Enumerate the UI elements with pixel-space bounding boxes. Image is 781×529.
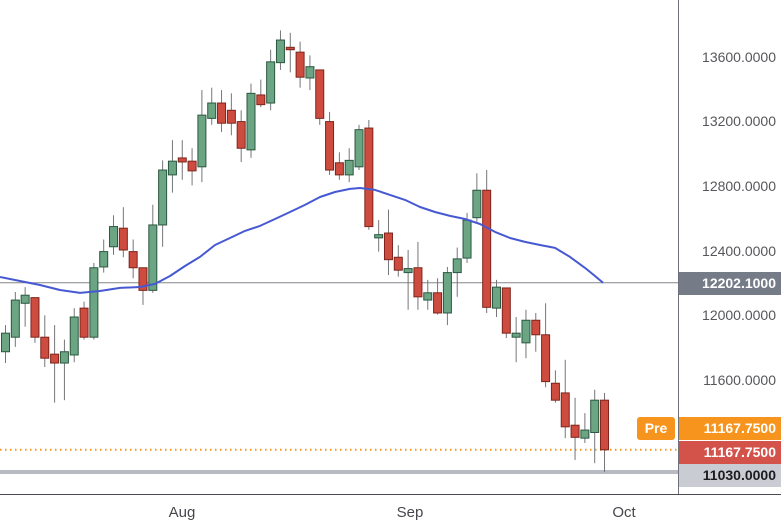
candle-down bbox=[40, 336, 50, 359]
candle-down bbox=[79, 307, 89, 338]
candle-up bbox=[158, 169, 168, 226]
candle-down bbox=[50, 353, 60, 364]
candle-down bbox=[236, 121, 246, 149]
candle-up bbox=[344, 159, 354, 176]
candle-down bbox=[315, 69, 325, 119]
candle-down bbox=[256, 94, 266, 106]
candle-down bbox=[138, 267, 148, 291]
candle-up bbox=[305, 66, 315, 79]
candle-down bbox=[501, 287, 511, 334]
candle-up bbox=[442, 272, 452, 314]
candle-up bbox=[148, 224, 158, 291]
candle-down bbox=[334, 162, 344, 176]
candle-down bbox=[531, 319, 541, 336]
price-tick-label: 12400.0000 bbox=[702, 243, 776, 259]
candle-down bbox=[285, 46, 295, 51]
candle-up bbox=[590, 399, 600, 433]
candlestick-svg bbox=[0, 30, 678, 475]
candle-up bbox=[1, 332, 10, 353]
candle-up bbox=[374, 234, 384, 239]
candle-down bbox=[177, 157, 187, 163]
pre-session-tag: Pre bbox=[637, 417, 675, 440]
candle-down bbox=[550, 382, 560, 401]
candle-up bbox=[266, 61, 276, 104]
last-price-badge: 11167.7500 bbox=[678, 440, 781, 464]
candle-down bbox=[217, 102, 227, 124]
candle-down bbox=[226, 109, 236, 124]
candle-down bbox=[295, 51, 305, 78]
candle-up bbox=[354, 129, 364, 168]
price-tick-label: 13600.0000 bbox=[702, 49, 776, 65]
axis-separator-line bbox=[678, 0, 679, 529]
chart-plot-area[interactable] bbox=[0, 0, 678, 494]
candle-down bbox=[325, 121, 335, 171]
candle-up bbox=[99, 251, 109, 268]
candle-down bbox=[482, 189, 492, 308]
candle-up bbox=[246, 92, 256, 151]
candle-down bbox=[30, 297, 40, 338]
candle-up bbox=[197, 114, 207, 168]
candle-up bbox=[492, 286, 501, 309]
candle-down bbox=[364, 127, 374, 228]
candle-down bbox=[383, 232, 393, 261]
candle-down bbox=[413, 267, 423, 298]
moving-average-line bbox=[0, 187, 604, 294]
candle-down bbox=[118, 227, 128, 251]
candle-down bbox=[560, 392, 570, 428]
price-tick-label: 12000.0000 bbox=[702, 307, 776, 323]
candle-up bbox=[59, 351, 69, 364]
candle-up bbox=[462, 219, 472, 259]
month-label-sep: Sep bbox=[396, 504, 424, 521]
price-axis[interactable]: 13600.0000 13200.0000 12800.0000 12400.0000… bbox=[678, 0, 781, 494]
candle-up bbox=[207, 102, 217, 119]
candle-down bbox=[187, 160, 197, 172]
price-tick-label: 12800.0000 bbox=[702, 178, 776, 194]
time-axis[interactable]: Aug Sep Oct bbox=[0, 494, 781, 529]
candle-down bbox=[600, 399, 610, 451]
candle-down bbox=[570, 424, 580, 438]
candle-up bbox=[521, 319, 531, 344]
ma-value-badge: 12202.1000 bbox=[678, 271, 781, 295]
price-tick-label: 13200.0000 bbox=[702, 113, 776, 129]
candle-up bbox=[109, 226, 119, 248]
low-badge: 11030.0000 bbox=[678, 463, 781, 487]
candle-up bbox=[167, 160, 177, 176]
candle-up bbox=[472, 189, 482, 219]
candle-up bbox=[423, 292, 433, 301]
candle-down bbox=[128, 251, 138, 269]
candle-up bbox=[89, 267, 99, 338]
month-label-aug: Aug bbox=[168, 504, 196, 521]
candle-up bbox=[580, 429, 590, 439]
price-tick-label: 11600.0000 bbox=[703, 372, 776, 388]
candle-up bbox=[10, 299, 20, 338]
month-label-oct: Oct bbox=[612, 504, 636, 521]
candle-up bbox=[452, 258, 462, 274]
candle-up bbox=[20, 294, 30, 304]
candle-up bbox=[275, 39, 285, 64]
candle-up bbox=[69, 316, 79, 356]
candle-down bbox=[393, 256, 403, 271]
candle-up bbox=[511, 332, 521, 338]
candle-down bbox=[433, 292, 443, 314]
candle-down bbox=[541, 334, 551, 383]
premarket-badge: 11167.7500 bbox=[678, 417, 781, 440]
candle-up bbox=[403, 268, 413, 274]
